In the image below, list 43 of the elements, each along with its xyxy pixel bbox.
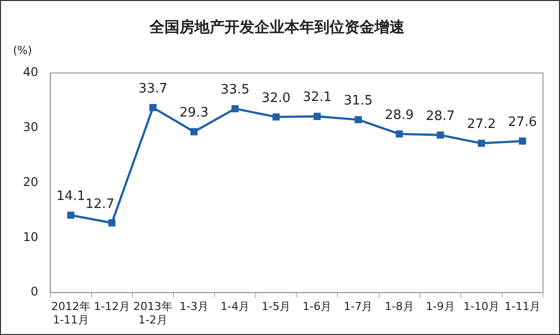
text: 14.1 — [56, 189, 86, 204]
point — [67, 212, 74, 219]
text: 33.5 — [220, 82, 250, 98]
x-tick-label: 1-11月 — [504, 300, 540, 314]
x-tick-label: 1-8月 — [384, 300, 414, 314]
text: 33.7 — [138, 81, 168, 96]
point — [108, 219, 116, 226]
x-tick-label: 1-9月 — [426, 300, 455, 314]
text: 28.9 — [384, 108, 414, 123]
y-tick-label: 10 — [22, 230, 38, 244]
x-tick-label: 1-3月 — [180, 300, 208, 314]
x-tick-label: 1-12月 — [94, 300, 130, 314]
text: 32.0 — [262, 90, 291, 106]
x-tick-label: 1-4月 — [220, 300, 250, 314]
y-tick-label: 30 — [22, 120, 38, 134]
x-tick-label: 1-6月 — [302, 300, 332, 314]
x-tick-label: 2013年 1-2月 — [133, 300, 172, 326]
y-tick-label: 0 — [30, 284, 38, 299]
y-tick-label: 40 — [22, 65, 38, 80]
point — [149, 104, 156, 112]
x-tick-label: 1-7月 — [344, 300, 373, 314]
x-tick-label: 1-10月 — [463, 300, 500, 314]
point — [518, 138, 526, 145]
point — [272, 113, 280, 120]
text: 29.3 — [180, 106, 208, 121]
point — [190, 128, 198, 136]
text: 27.6 — [508, 114, 537, 130]
text: 31.5 — [344, 94, 373, 109]
point — [231, 105, 239, 112]
text: 27.2 — [466, 117, 496, 132]
x-tick-label: 1-5月 — [262, 300, 291, 314]
y-tick-label: 20 — [22, 174, 38, 189]
point — [396, 130, 403, 138]
point — [478, 140, 485, 147]
text: 12.7 — [85, 196, 114, 212]
text: 32.1 — [302, 90, 332, 106]
chart-title: 全国房地产开发企业本年到位资金增速 — [148, 18, 406, 36]
point — [354, 116, 362, 124]
point — [314, 112, 321, 120]
y-axis-title: (%) — [13, 44, 32, 57]
point — [436, 131, 444, 139]
x-tick-label: 2012年 1-11月 — [51, 300, 90, 326]
text: 28.7 — [426, 108, 455, 124]
